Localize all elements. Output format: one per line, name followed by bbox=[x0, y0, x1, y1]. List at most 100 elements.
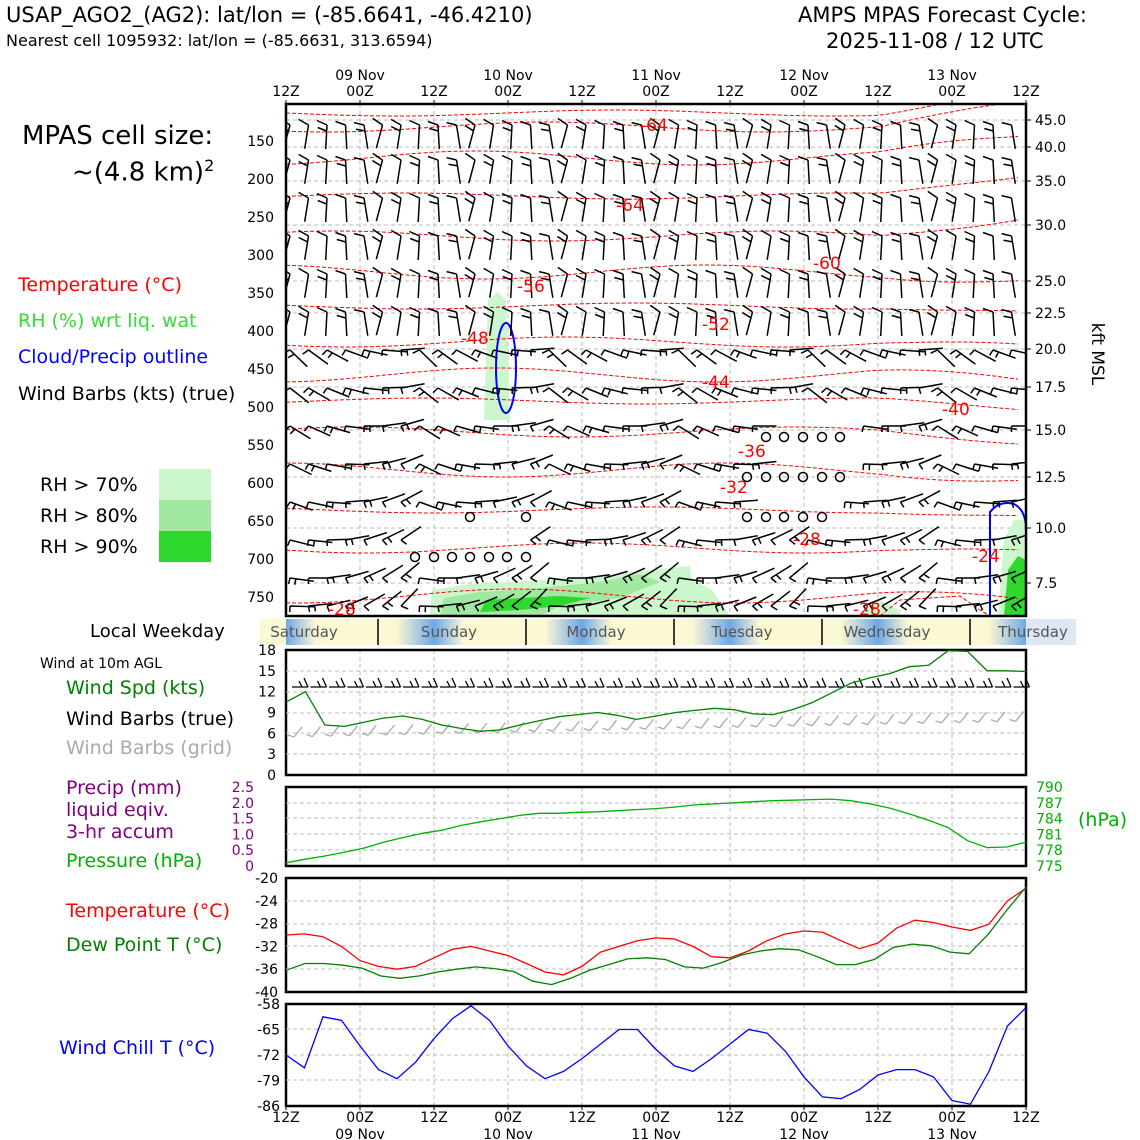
temperature-contour bbox=[286, 104, 944, 117]
wind-barb bbox=[341, 349, 369, 359]
wind-barb bbox=[899, 457, 924, 470]
wind-barbs-true-label: Wind Barbs (true) bbox=[66, 708, 235, 730]
rh-shading-area bbox=[860, 600, 900, 616]
wind-barb-true bbox=[440, 677, 457, 688]
wind-barb bbox=[400, 347, 425, 357]
pressure-level-label: 200 bbox=[247, 172, 274, 188]
wind-barb bbox=[659, 490, 682, 508]
wind-barb bbox=[674, 501, 702, 511]
wind-barb bbox=[556, 304, 569, 336]
wind-barb bbox=[530, 525, 551, 545]
wind-barb bbox=[631, 270, 647, 298]
wind-barb bbox=[860, 387, 887, 396]
wind-barb bbox=[926, 228, 939, 260]
wind-barb bbox=[933, 501, 961, 511]
top-axis-date-label: 10 Nov bbox=[483, 68, 533, 84]
wind-barb bbox=[843, 501, 869, 509]
wind-barb-true bbox=[810, 677, 827, 688]
wind-barb-true bbox=[569, 677, 587, 688]
wind-barb bbox=[686, 192, 698, 223]
wind-10m-header: Wind at 10m AGL bbox=[40, 656, 163, 672]
wind-barb bbox=[538, 308, 554, 336]
wind-barb bbox=[412, 387, 439, 404]
pressure-line bbox=[285, 798, 1027, 864]
wind-barb bbox=[779, 119, 791, 150]
wind-barb bbox=[414, 463, 442, 476]
bottom-axis-date-label: 10 Nov bbox=[483, 1127, 533, 1140]
wind-barb-grid bbox=[990, 711, 1006, 723]
wind-barb bbox=[316, 230, 328, 261]
wind-barb bbox=[455, 501, 481, 509]
wind-barb bbox=[806, 605, 833, 613]
wind-barb-true bbox=[995, 677, 1012, 688]
wind-barbs-grid-label: Wind Barbs (grid) bbox=[66, 737, 233, 759]
wind-barb bbox=[908, 156, 924, 184]
wind-barb bbox=[899, 493, 924, 508]
wind-barb-grid bbox=[805, 715, 821, 727]
height-axis-label: 20.0 bbox=[1035, 342, 1066, 358]
wind-barb bbox=[918, 525, 940, 545]
wind-barb bbox=[881, 567, 905, 584]
wind-barb bbox=[529, 490, 553, 508]
wind-barb bbox=[677, 605, 703, 613]
wind-barb bbox=[797, 193, 811, 223]
wind-barb bbox=[804, 539, 832, 547]
wind-barb bbox=[520, 120, 533, 150]
wind-barb-grid bbox=[935, 712, 951, 724]
wind-barb bbox=[427, 120, 441, 150]
wind-barb-grid bbox=[639, 718, 655, 731]
wind-barb bbox=[602, 425, 629, 433]
wind-barb bbox=[973, 573, 999, 585]
wind-barb bbox=[853, 118, 865, 149]
wind-barb bbox=[640, 349, 666, 357]
wind-barb bbox=[710, 349, 738, 362]
wind-barb bbox=[751, 593, 774, 612]
wind-barb bbox=[343, 425, 370, 433]
top-axis-hour-label: 12Z bbox=[272, 84, 299, 100]
wind-barb bbox=[825, 602, 851, 613]
wind-barb bbox=[770, 590, 791, 611]
wind-barb bbox=[381, 457, 406, 470]
wind-barb bbox=[464, 190, 476, 222]
wind-barb bbox=[470, 349, 498, 359]
wind-barb bbox=[705, 120, 718, 150]
dewpoint-line bbox=[285, 886, 1027, 986]
wind-barb bbox=[890, 269, 903, 299]
wind-barb bbox=[631, 308, 647, 336]
bottom-axis-hour-label: 12Z bbox=[1012, 1110, 1039, 1126]
temperature-contour-label: -56 bbox=[517, 277, 545, 297]
wind-barb bbox=[585, 599, 610, 612]
height-axis-label: 30.0 bbox=[1035, 218, 1066, 234]
wind-barb bbox=[298, 305, 310, 336]
wind-barb bbox=[751, 531, 776, 546]
wind-barb bbox=[511, 457, 536, 470]
wind-barb bbox=[501, 154, 513, 185]
wind-barb bbox=[437, 602, 462, 613]
wind-barb bbox=[361, 349, 388, 358]
wind-barb-grid bbox=[546, 720, 562, 733]
windchill-y-tick-label: -72 bbox=[257, 1048, 280, 1064]
wind-barb bbox=[344, 596, 369, 612]
weekday-gradient bbox=[508, 619, 582, 645]
wind-barb bbox=[631, 121, 647, 149]
wind-barb bbox=[464, 117, 476, 149]
bottom-axis-hour-label: 00Z bbox=[346, 1110, 373, 1126]
wind-barb bbox=[483, 267, 495, 298]
top-axis-hour-label: 12Z bbox=[716, 84, 743, 100]
wind-barb bbox=[964, 154, 976, 185]
wind-barb bbox=[853, 229, 865, 260]
temperature-contour bbox=[286, 367, 1019, 383]
bottom-axis-date-label: 09 Nov bbox=[335, 1127, 385, 1140]
top-axis-hour-label: 12Z bbox=[420, 84, 447, 100]
wind-barb bbox=[973, 599, 998, 612]
wind-barb bbox=[363, 531, 388, 546]
wind-barb bbox=[520, 269, 533, 299]
wind-speed-line bbox=[285, 650, 1027, 732]
wind-barb bbox=[871, 119, 883, 150]
wind-barb bbox=[712, 425, 739, 434]
temperature-contour bbox=[286, 136, 1019, 166]
wind-barb bbox=[452, 387, 480, 398]
wind-barb-grid bbox=[713, 717, 729, 729]
wind-barb bbox=[982, 155, 996, 185]
